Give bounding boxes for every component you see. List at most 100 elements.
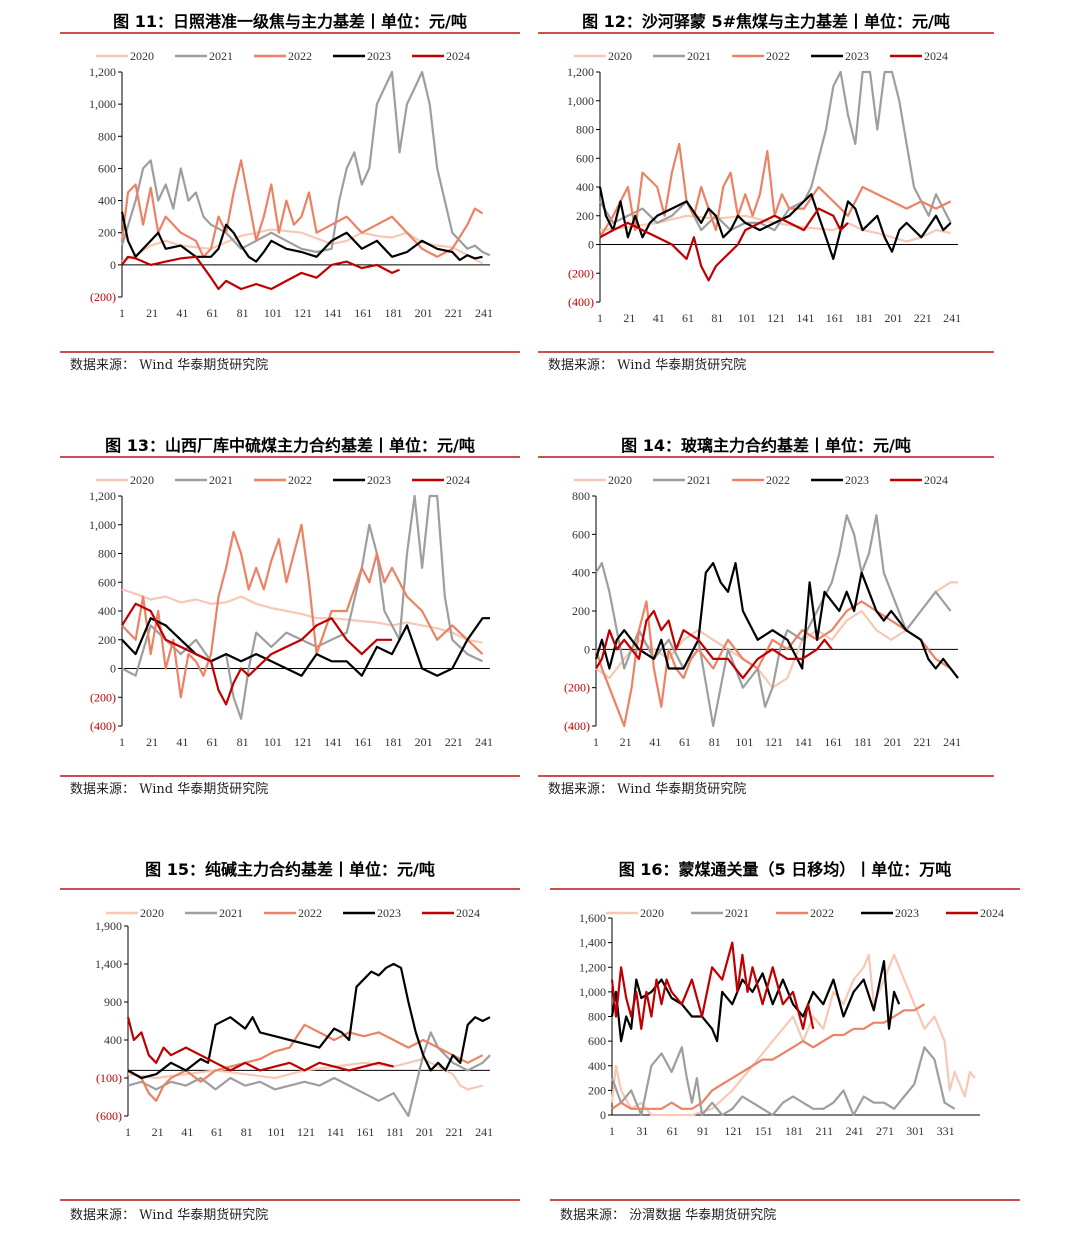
bottom-rule: [60, 1199, 520, 1201]
panel-fig14: 图 14：玻璃主力合约基差丨单位：元/吨 2020 2021 2022 2023 202…: [538, 424, 994, 804]
y-tick-label: (200): [90, 290, 116, 304]
x-tick-label: 201: [884, 735, 902, 749]
legend: 2020 2021 2022 2023 2024: [574, 49, 948, 63]
bottom-rule: [60, 775, 520, 777]
y-tick-label: 400: [572, 566, 590, 580]
legend-label-2024: 2024: [924, 473, 948, 487]
y-tick-label: 0: [110, 662, 116, 676]
x-tick-label: 221: [445, 306, 463, 320]
y-tick-label: 800: [576, 123, 594, 137]
legend-label-2023: 2023: [895, 906, 919, 920]
series-line-2023: [594, 561, 959, 679]
x-tick-label: 41: [181, 1125, 193, 1139]
x-tick-label: 121: [765, 735, 783, 749]
title-rule: [60, 32, 520, 34]
legend-label-2023: 2023: [377, 906, 401, 920]
x-tick-label: 1: [119, 735, 125, 749]
y-tick-label: 400: [98, 194, 116, 208]
x-tick-label: 21: [146, 735, 158, 749]
y-tick-label: 400: [588, 1059, 606, 1073]
y-tick-label: 0: [588, 238, 594, 252]
x-tick-label: 31: [636, 1124, 648, 1138]
series-line-2021: [127, 1031, 491, 1118]
x-tick-label: 81: [237, 306, 249, 320]
y-tick-label: 800: [572, 489, 590, 503]
y-tick-label: 1,000: [567, 94, 594, 108]
legend-label-2024: 2024: [456, 906, 480, 920]
chart-fig11: 2020 2021 2022 2023 2024 1,200 1,000 800 600 400 2…: [89, 49, 493, 320]
y-tick-label: 400: [576, 180, 594, 194]
x-tick-label: 101: [264, 306, 282, 320]
y-tick-label: (400): [90, 719, 116, 733]
x-tick-label: 141: [324, 306, 342, 320]
x-tick-label: 81: [241, 1125, 253, 1139]
legend-label-2021: 2021: [687, 49, 711, 63]
bottom-rule: [538, 351, 994, 353]
legend-label-2022: 2022: [766, 49, 790, 63]
series-line-2024: [595, 609, 833, 680]
y-tick-label: 600: [572, 527, 590, 541]
series-line-2022: [121, 523, 484, 699]
y-tick-label: 1,400: [579, 936, 606, 950]
y-tick-label: 400: [98, 604, 116, 618]
y-tick-label: (200): [568, 266, 594, 280]
legend-label-2022: 2022: [288, 49, 312, 63]
x-tick-label: 141: [796, 311, 814, 325]
y-tick-label: 0: [110, 258, 116, 272]
legend: 2020 2021 2022 2023 2024: [606, 906, 1004, 920]
x-tick-label: 181: [386, 1125, 404, 1139]
y-tick-label: 900: [104, 995, 122, 1009]
chart-fig13: 2020 2021 2022 2023 2024 1,200 1,000 800 600 400 2…: [89, 473, 493, 749]
series-line-2022: [120, 159, 484, 258]
x-tick-label: 1: [119, 306, 125, 320]
panel-fig13: 图 13：山西厂库中硫煤主力合约基差丨单位：元/吨 2020 2021 2022 20…: [60, 424, 520, 804]
y-tick-label: 0: [600, 1108, 606, 1122]
x-tick-label: 181: [384, 735, 402, 749]
panel-fig12: 图 12：沙河驿蒙 5#焦煤与主力基差丨单位：元/吨 2020 2021 2022 2…: [538, 0, 994, 380]
y-tick-label: 1,900: [95, 919, 122, 933]
legend-label-2020: 2020: [640, 906, 664, 920]
source-note: 数据来源： Wind 华泰期货研究院: [70, 358, 269, 373]
x-tick-label: 211: [816, 1124, 834, 1138]
legend-label-2022: 2022: [810, 906, 834, 920]
chart-title: 图 12：沙河驿蒙 5#焦煤与主力基差丨单位：元/吨: [582, 12, 950, 31]
bottom-rule: [550, 1199, 1020, 1201]
panel-fig15: 图 15：纯碱主力合约基差丨单位：元/吨 2020 2021 2022 2023 202…: [60, 848, 520, 1228]
legend-label-2024: 2024: [446, 49, 470, 63]
series-line-2021: [599, 70, 952, 232]
panel-fig11: 图 11：日照港准一级焦与主力基差丨单位：元/吨 2020 2021 2022 202…: [60, 0, 520, 380]
legend-label-2022: 2022: [298, 906, 322, 920]
x-tick-label: 241: [943, 735, 961, 749]
source-note: 数据来源： Wind 华泰期货研究院: [548, 782, 747, 797]
x-tick-label: 101: [735, 735, 753, 749]
series-line-2024: [599, 207, 849, 282]
bottom-rule: [60, 351, 520, 353]
series-line-2023: [610, 959, 901, 1043]
series-line-2024: [121, 602, 392, 706]
y-tick-label: 600: [98, 161, 116, 175]
x-tick-label: 21: [152, 1125, 164, 1139]
x-tick-label: 1: [593, 735, 599, 749]
x-tick-label: 141: [327, 1125, 345, 1139]
x-tick-label: 241: [943, 311, 961, 325]
chart-fig14: 2020 2021 2022 2023 2024 800 600 400 200 0 (200) (4…: [564, 473, 961, 749]
y-tick-label: (400): [564, 719, 590, 733]
series-line-2023: [121, 617, 490, 677]
source-note: 数据来源： Wind 华泰期货研究院: [70, 1208, 269, 1223]
legend-label-2021: 2021: [687, 473, 711, 487]
bottom-rule: [538, 775, 994, 777]
x-tick-label: 61: [667, 1124, 679, 1138]
series-line-2021: [610, 1046, 956, 1117]
y-tick-label: 800: [588, 1010, 606, 1024]
legend-label-2023: 2023: [367, 473, 391, 487]
y-tick-label: 600: [588, 1034, 606, 1048]
legend-label-2020: 2020: [130, 49, 154, 63]
series-line-2020: [610, 953, 976, 1117]
chart-fig15: 2020 2021 2022 2023 2024 1,900 1,400 900 400 (100…: [95, 906, 493, 1139]
x-tick-label: 241: [846, 1124, 864, 1138]
x-tick-label: 221: [913, 735, 931, 749]
x-tick-label: 181: [854, 735, 872, 749]
x-tick-label: 41: [176, 735, 188, 749]
series-line-2024: [121, 255, 400, 291]
legend-label-2023: 2023: [367, 49, 391, 63]
